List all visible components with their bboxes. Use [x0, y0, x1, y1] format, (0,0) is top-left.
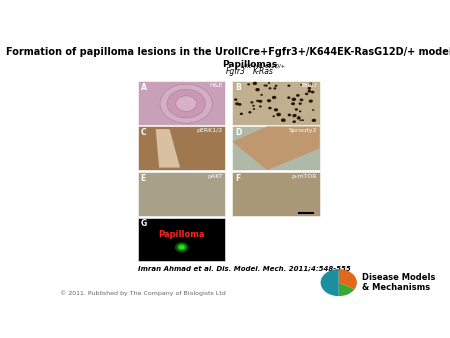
- Circle shape: [288, 84, 290, 87]
- Circle shape: [299, 111, 302, 112]
- Circle shape: [272, 96, 276, 99]
- Text: C: C: [141, 128, 146, 137]
- Circle shape: [234, 98, 238, 101]
- Circle shape: [309, 99, 313, 103]
- Text: BrdU: BrdU: [302, 83, 317, 88]
- Circle shape: [167, 89, 205, 118]
- Circle shape: [269, 87, 271, 90]
- Text: Imran Ahmad et al. Dis. Model. Mech. 2011;4:548-555: Imran Ahmad et al. Dis. Model. Mech. 201…: [138, 266, 351, 272]
- Circle shape: [292, 114, 297, 117]
- Text: F: F: [235, 174, 240, 183]
- Circle shape: [287, 96, 291, 99]
- Text: +/K644E: +/K644E: [239, 64, 262, 69]
- Bar: [138, 81, 225, 125]
- Circle shape: [312, 119, 316, 122]
- Bar: [232, 126, 320, 170]
- Circle shape: [308, 90, 311, 92]
- Text: E: E: [141, 174, 146, 183]
- Circle shape: [309, 82, 313, 86]
- Circle shape: [268, 107, 272, 110]
- Circle shape: [247, 83, 250, 86]
- Circle shape: [256, 100, 259, 102]
- Circle shape: [302, 119, 304, 121]
- Circle shape: [274, 85, 278, 87]
- Circle shape: [180, 245, 184, 249]
- Text: Papilloma: Papilloma: [158, 230, 205, 239]
- Circle shape: [299, 119, 302, 121]
- Circle shape: [259, 105, 262, 107]
- Circle shape: [255, 88, 260, 91]
- Text: A: A: [141, 83, 147, 92]
- Circle shape: [258, 100, 262, 103]
- Text: pERK1/2: pERK1/2: [197, 128, 223, 133]
- Text: Formation of papilloma lesions in the UroIICre+Fgfr3+/K644EK-RasG12D/+ model.: Formation of papilloma lesions in the Ur…: [5, 47, 450, 57]
- Polygon shape: [232, 126, 320, 170]
- Text: Fgfr3: Fgfr3: [226, 67, 246, 76]
- Circle shape: [261, 94, 263, 96]
- Bar: [138, 126, 225, 170]
- Bar: [232, 81, 320, 125]
- Circle shape: [250, 101, 253, 103]
- Wedge shape: [320, 269, 339, 296]
- Circle shape: [305, 93, 308, 95]
- Circle shape: [292, 98, 296, 101]
- Text: Sprouty2: Sprouty2: [288, 128, 317, 133]
- Circle shape: [296, 94, 300, 97]
- Bar: [232, 172, 320, 216]
- Text: pAKT: pAKT: [207, 174, 223, 179]
- Circle shape: [281, 118, 286, 122]
- Circle shape: [265, 84, 268, 87]
- Text: & Mechanisms: & Mechanisms: [362, 283, 430, 292]
- Circle shape: [160, 84, 212, 123]
- Text: H&E: H&E: [209, 83, 223, 88]
- Circle shape: [238, 103, 242, 106]
- Text: Papillomas: Papillomas: [222, 60, 278, 69]
- Circle shape: [240, 113, 243, 115]
- Circle shape: [272, 115, 275, 117]
- Circle shape: [263, 84, 266, 87]
- Text: B: B: [235, 83, 241, 92]
- Polygon shape: [156, 129, 180, 168]
- Circle shape: [252, 105, 255, 107]
- Circle shape: [312, 109, 314, 111]
- Text: © 2011. Published by The Company of Biologists Ltd: © 2011. Published by The Company of Biol…: [60, 290, 226, 296]
- Circle shape: [267, 99, 271, 102]
- Circle shape: [274, 108, 278, 112]
- Circle shape: [268, 82, 270, 84]
- Circle shape: [176, 96, 197, 112]
- Circle shape: [311, 91, 315, 93]
- Circle shape: [300, 84, 302, 86]
- Circle shape: [177, 244, 186, 251]
- Text: D: D: [235, 128, 241, 137]
- Text: Disease Models: Disease Models: [362, 273, 436, 282]
- Circle shape: [235, 102, 239, 105]
- Circle shape: [288, 114, 291, 116]
- Text: G: G: [141, 219, 147, 228]
- Text: p-mTOR: p-mTOR: [292, 174, 317, 179]
- Circle shape: [307, 87, 311, 90]
- Wedge shape: [339, 283, 355, 296]
- Circle shape: [276, 113, 281, 116]
- Circle shape: [292, 116, 295, 117]
- Circle shape: [253, 108, 255, 110]
- Circle shape: [292, 120, 296, 123]
- Circle shape: [273, 87, 276, 90]
- Circle shape: [298, 116, 300, 118]
- Circle shape: [308, 90, 311, 93]
- Circle shape: [175, 242, 189, 252]
- Circle shape: [295, 108, 298, 111]
- Circle shape: [252, 82, 257, 85]
- Bar: [138, 172, 225, 216]
- Text: K-Ras: K-Ras: [252, 67, 274, 76]
- Circle shape: [297, 117, 301, 120]
- Circle shape: [248, 111, 252, 114]
- Wedge shape: [339, 269, 357, 289]
- Bar: [138, 218, 225, 261]
- Circle shape: [298, 102, 302, 105]
- Text: G12D/+: G12D/+: [265, 64, 285, 69]
- Circle shape: [300, 98, 303, 101]
- Circle shape: [291, 102, 295, 105]
